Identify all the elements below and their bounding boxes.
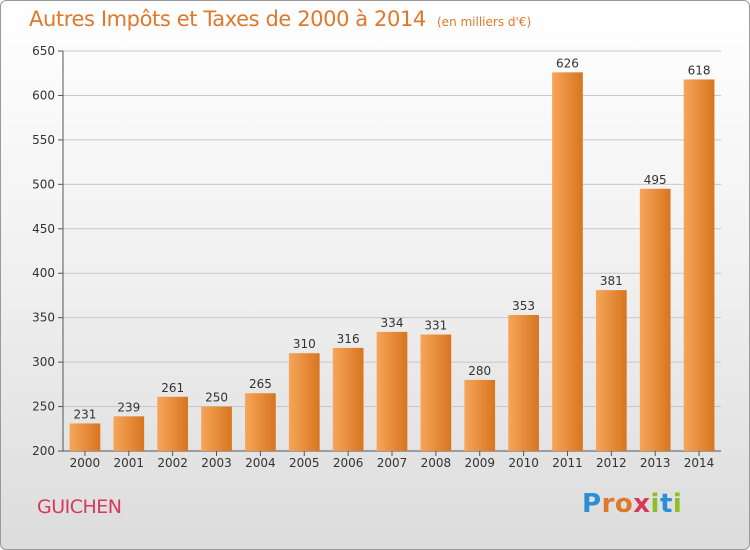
x-tick-label: 2013: [640, 456, 671, 470]
bar: [288, 353, 320, 451]
proxiti-logo: Proxiti: [582, 489, 682, 519]
x-tick-label: 2002: [157, 456, 188, 470]
data-label: 265: [249, 377, 272, 391]
bar: [420, 334, 452, 451]
y-tick-label: 400: [32, 266, 55, 280]
chart-title: Autres Impôts et Taxes de 2000 à 2014: [29, 7, 426, 31]
y-tick-label: 450: [32, 222, 55, 236]
y-tick-label: 650: [32, 44, 55, 58]
y-tick-label: 200: [32, 444, 55, 458]
x-tick-label: 2005: [289, 456, 320, 470]
data-label: 334: [381, 316, 404, 330]
bar: [113, 416, 145, 451]
data-label: 280: [468, 364, 491, 378]
data-label: 310: [293, 337, 316, 351]
data-label: 495: [644, 173, 667, 187]
data-label: 231: [73, 407, 96, 421]
bar: [464, 379, 496, 451]
data-labels: 231 239 261 250 265 310 316 334 331 280 353 626 381 4…: [73, 56, 710, 421]
data-label: 331: [424, 319, 447, 333]
x-tick-label: 2008: [421, 456, 452, 470]
x-tick-label: 2014: [684, 456, 715, 470]
x-tick-label: 2009: [464, 456, 495, 470]
chart-unit: (en milliers d'€): [437, 15, 532, 29]
data-label: 239: [117, 400, 140, 414]
city-name: GUICHEN: [37, 496, 122, 518]
bar: [595, 290, 627, 451]
bar: [552, 72, 583, 451]
data-label: 261: [161, 381, 184, 395]
logo-letter: i: [650, 489, 660, 519]
bar: [376, 331, 408, 451]
data-label: 381: [600, 274, 623, 288]
logo-letter: r: [601, 489, 615, 519]
logo-letter: P: [582, 489, 602, 519]
data-label: 353: [512, 299, 535, 313]
x-tick-label: 2007: [377, 456, 408, 470]
x-tick-label: 2010: [508, 456, 539, 470]
logo-letter: i: [672, 489, 683, 519]
bars: [69, 72, 715, 451]
bar: [508, 315, 539, 451]
logo-letter: x: [633, 489, 651, 519]
x-tick-label: 2011: [552, 456, 583, 470]
y-tick-label: 500: [32, 177, 55, 191]
x-tick-label: 2001: [114, 456, 145, 470]
axes: 200 250 300 350 400 450 500 550 600 650 2000 2001 20…: [32, 44, 721, 470]
data-label: 250: [205, 391, 228, 405]
bar: [69, 423, 101, 451]
x-tick-label: 2004: [245, 456, 276, 470]
data-label: 626: [556, 56, 579, 70]
x-tick-label: 2000: [70, 456, 101, 470]
y-tick-label: 300: [32, 355, 55, 369]
x-tick-label: 2003: [201, 456, 232, 470]
x-tick-label: 2012: [596, 456, 627, 470]
bar: [639, 188, 671, 451]
x-tick-label: 2006: [333, 456, 364, 470]
logo-letter: t: [659, 489, 673, 519]
y-tick-label: 250: [32, 400, 55, 414]
bar: [157, 396, 189, 451]
y-tick-label: 600: [32, 88, 55, 102]
data-label: 618: [688, 63, 711, 77]
bar: [245, 393, 276, 451]
logo-letter: o: [614, 489, 634, 519]
bar: [332, 347, 364, 451]
bar: [201, 406, 232, 451]
bar: [683, 79, 715, 451]
title-row: Autres Impôts et Taxes de 2000 à 2014 (e…: [29, 7, 531, 31]
y-tick-label: 550: [32, 133, 55, 147]
data-label: 316: [337, 332, 360, 346]
y-tick-label: 350: [32, 311, 55, 325]
